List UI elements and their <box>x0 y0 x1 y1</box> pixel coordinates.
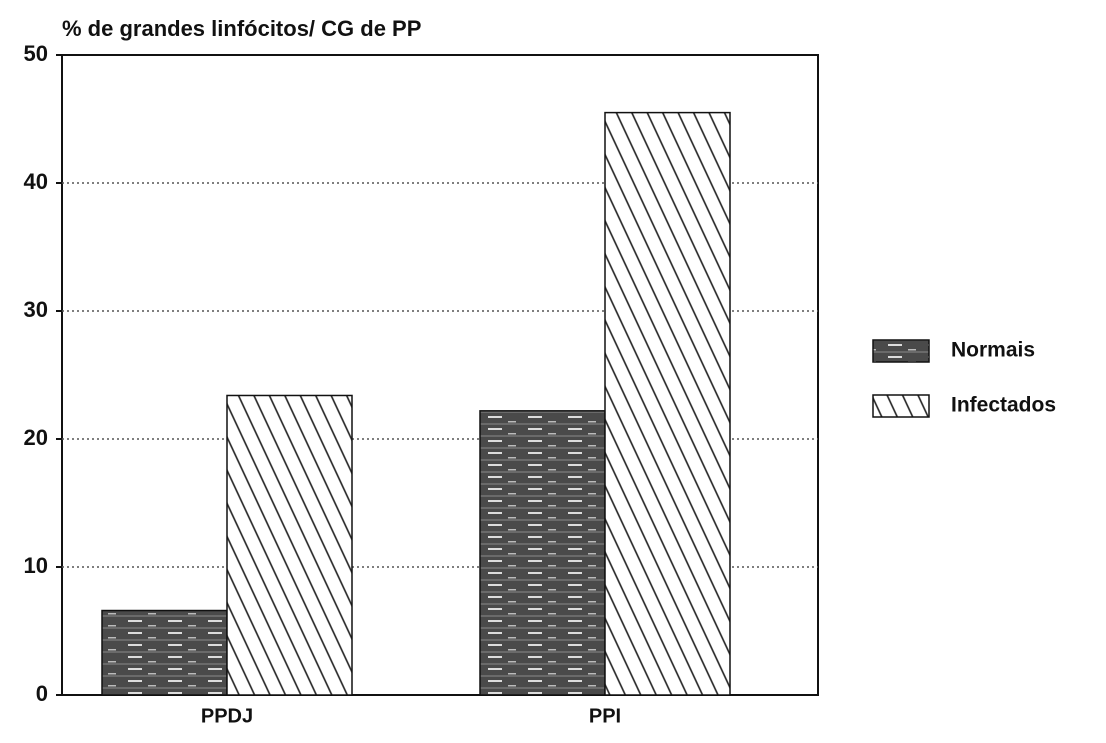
y-tick-label: 10 <box>24 553 48 578</box>
legend-label: Infectados <box>951 394 1056 417</box>
bar <box>479 410 606 696</box>
bar <box>101 609 228 696</box>
y-tick-label: 30 <box>24 297 48 322</box>
legend-swatch <box>872 339 930 363</box>
legend-swatch <box>872 394 930 418</box>
x-tick-label: PPDJ <box>201 705 253 727</box>
y-tick-label: 40 <box>24 169 48 194</box>
y-tick-label: 20 <box>24 425 48 450</box>
y-tick-label: 0 <box>36 681 48 706</box>
chart-title: % de grandes linfócitos/ CG de PP <box>62 16 421 41</box>
bar <box>226 394 353 696</box>
bar <box>604 111 731 696</box>
plot-frame <box>61 54 819 696</box>
legend-label: Normais <box>951 339 1035 362</box>
x-tick-label: PPI <box>589 705 621 727</box>
y-tick-label: 50 <box>24 41 48 66</box>
